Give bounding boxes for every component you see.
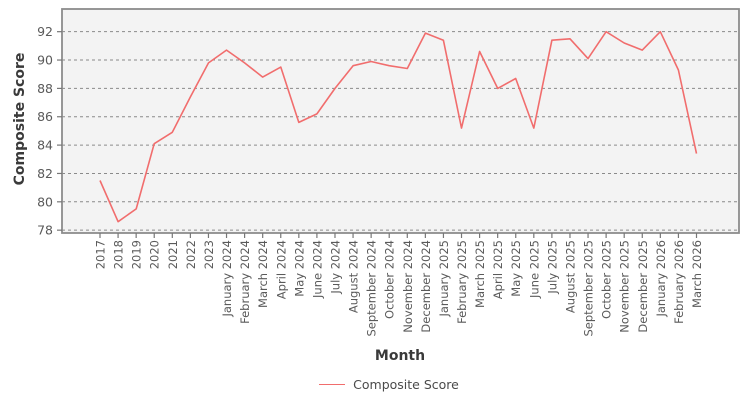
x-tick-label: November 2025 [618,240,632,333]
x-tick-label: June 2024 [310,240,324,299]
x-tick-label: September 2025 [582,240,596,337]
y-tick-label: 78 [37,223,53,238]
x-tick-label: 2021 [166,240,180,269]
x-tick-label: April 2024 [274,240,288,299]
y-tick-label: 90 [37,53,53,68]
x-tick-label: August 2025 [563,240,577,313]
x-tick-label: 2018 [112,240,126,269]
x-tick-label: 2019 [130,240,144,269]
legend-line-swatch [319,384,346,385]
x-tick-label: 2022 [184,240,198,269]
x-tick-label: October 2025 [600,240,614,319]
x-tick-label: March 2025 [473,240,487,308]
x-tick-label: January 2026 [654,240,668,318]
x-tick-label: February 2026 [672,240,686,324]
x-tick-label: October 2024 [383,240,397,319]
y-tick-label: 86 [37,109,53,124]
x-tick-label: December 2025 [636,240,650,333]
x-tick-label: April 2025 [491,240,505,299]
y-tick-label: 92 [37,24,53,39]
x-axis-title: Month [374,348,426,364]
x-tick-label: August 2024 [347,240,361,313]
y-tick-label: 88 [37,81,53,96]
legend: Composite Score [0,377,750,392]
legend-label: Composite Score [353,377,459,392]
x-tick-label: 2020 [148,240,162,269]
x-tick-label: May 2024 [292,240,306,297]
x-tick-label: March 2024 [256,240,270,308]
y-tick-label: 84 [37,138,53,153]
x-tick-label: January 2025 [437,240,451,318]
x-tick-label: March 2026 [690,240,704,308]
y-tick-label: 80 [37,194,53,209]
composite-score-line [99,30,698,223]
x-tick-label: February 2025 [455,240,469,324]
x-tick-label: June 2025 [527,240,541,299]
x-tick-label: July 2024 [328,240,342,295]
x-tick-label: 2017 [94,240,108,269]
x-tick-label: November 2024 [401,240,415,333]
x-tick-label: September 2024 [365,240,379,337]
y-tick-label: 82 [37,166,53,181]
x-tick-label: January 2024 [220,240,234,318]
y-axis-title: Composite Score [12,52,28,186]
x-tick-label: May 2025 [509,240,523,297]
x-tick-label: February 2024 [238,240,252,324]
x-tick-label: December 2024 [419,240,433,333]
x-tick-label: July 2025 [545,240,559,295]
x-tick-label: 2023 [202,240,216,269]
plot-area [61,8,740,234]
